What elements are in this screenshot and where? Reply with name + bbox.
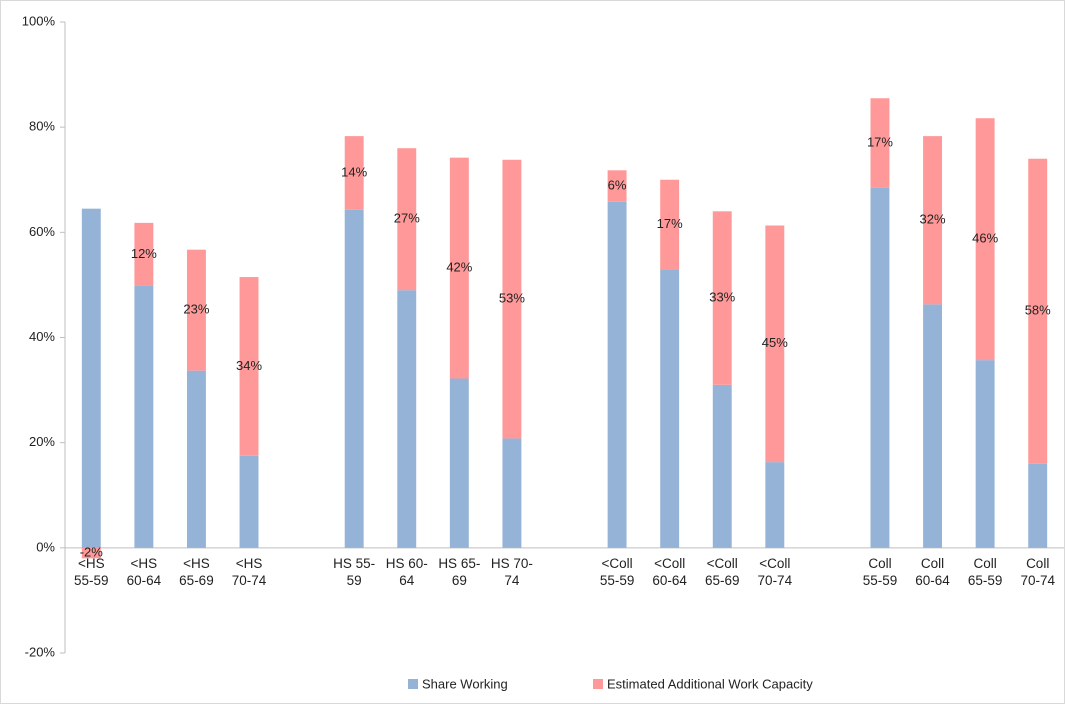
bar-segment [923,136,943,305]
bar-segment [923,304,943,548]
x-tick-label: <Coll 55-59 [599,555,635,588]
data-label: 34% [236,358,262,373]
x-tick-label: <Coll 60-64 [652,555,687,588]
y-tick-label: -20% [25,644,56,659]
bar-segment [607,201,627,548]
bar-segment [1028,463,1048,548]
y-tick-label: 0% [36,539,55,554]
bar-segment [975,118,995,361]
bar-segment [134,285,154,548]
bar-segment [870,98,890,188]
y-tick-label: 80% [29,119,55,134]
x-tick-label: HS 60-64 [385,555,428,588]
bar-segment [765,462,785,548]
data-label: 42% [446,260,472,275]
bar-segment [344,136,364,210]
x-tick-label: <HS 65-69 [179,555,214,588]
data-label: 45% [762,335,788,350]
bar-segment [660,179,680,270]
legend-label: Share Working [422,676,508,691]
bar-segment [502,438,522,548]
x-tick-label: Coll 60-64 [915,555,950,588]
bar-segment [81,547,101,559]
x-tick-label: <HS 55-59 [74,555,109,588]
bar-segment [502,159,522,439]
data-label: 14% [341,164,367,179]
data-label: 32% [920,212,946,227]
data-label: 23% [183,302,209,317]
x-tick-label: Coll 55-59 [862,555,898,588]
bar-segment [712,384,732,548]
x-tick-label: <HS 70-74 [231,555,267,588]
x-tick-label: HS 65-69 [438,555,481,588]
x-tick-label: HS 70-74 [490,555,533,588]
bar-segment [870,187,890,548]
data-label: 27% [394,211,420,226]
y-tick-label: 20% [29,434,55,449]
x-tick-label: Coll 65-59 [967,555,1003,588]
legend-swatch [408,679,418,689]
bar-segment [81,208,101,548]
data-label: 53% [499,291,525,306]
bar-segment [975,360,995,548]
bar-segment [397,148,417,291]
x-tick-label: HS 55-59 [333,555,376,588]
bar-segment [239,277,259,456]
bar-segment [765,225,785,463]
bar-segment [712,211,732,385]
bar-segment [134,222,154,286]
bar-segment [1028,158,1048,464]
bar-segment [449,157,469,379]
data-label: 17% [867,134,893,149]
legend-label: Estimated Additional Work Capacity [607,676,813,691]
bar-segment [660,269,680,548]
data-label: 12% [131,246,157,261]
bar-segment [344,209,364,548]
legend-swatch [593,679,603,689]
bar-segment [449,378,469,548]
data-label: 46% [972,231,998,246]
bar-segment [239,455,259,548]
x-tick-label: Coll 70-74 [1020,555,1055,588]
data-label: 17% [657,216,683,231]
bar-segment [186,249,206,371]
y-tick-label: 40% [29,329,55,344]
x-tick-label: <Coll 65-69 [704,555,740,588]
x-tick-label: <Coll 70-74 [757,555,793,588]
x-tick-label: <HS 60-64 [126,555,162,588]
data-label: 33% [709,290,735,305]
bar-segment [607,170,627,202]
bar-segment [397,290,417,548]
data-label: 6% [608,177,627,192]
data-label: -2% [80,545,104,560]
bar-segment [186,370,206,548]
y-tick-label: 60% [29,224,55,239]
data-label: 58% [1025,303,1051,318]
y-tick-label: 100% [22,13,56,28]
